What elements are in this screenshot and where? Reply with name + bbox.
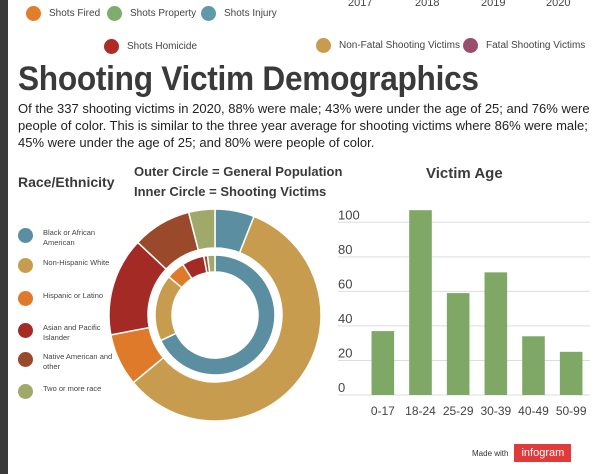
legend-dot-icon	[18, 258, 33, 273]
race-legend-item[interactable]: Non-Hispanic White	[18, 258, 113, 273]
outer-ring-slice[interactable]	[187, 208, 216, 252]
age-bar[interactable]	[484, 272, 508, 395]
legend-dot-icon	[463, 38, 478, 53]
race-donut-chart	[108, 208, 322, 422]
x-tick-label: 40-49	[518, 404, 549, 418]
summary-text: Of the 337 shooting victims in 2020, 88%…	[18, 101, 590, 150]
legend-non-fatal-victims[interactable]: Non-Fatal Shooting Victims	[316, 38, 460, 53]
race-legend-label: Hispanic or Latino	[43, 291, 104, 300]
race-legend-label: Asian and Pacific Islander	[43, 323, 101, 342]
x-tick-label: 50-99	[556, 404, 587, 418]
legend-dot-icon	[18, 384, 33, 399]
race-legend-label: Native American and other	[43, 352, 113, 371]
legend-dot-icon	[26, 6, 41, 21]
infogram-credit[interactable]: Made with infogram	[472, 444, 572, 462]
year-label: 2018	[415, 0, 440, 9]
outer-circle-note: Outer Circle = General Population	[134, 164, 343, 179]
legend-shots-homicide[interactable]: Shots Homicide	[104, 39, 197, 54]
age-bar[interactable]	[559, 351, 583, 395]
year-label: 2017	[348, 0, 373, 9]
legend-dot-icon	[18, 291, 33, 306]
race-legend-item[interactable]: Two or more race	[18, 384, 113, 399]
age-bar[interactable]	[409, 210, 432, 395]
legend-shots-fired[interactable]: Shots Fired	[26, 6, 100, 21]
legend-dot-icon	[18, 323, 33, 338]
legend-dot-icon	[201, 6, 216, 21]
age-bar[interactable]	[522, 336, 545, 395]
race-legend-item[interactable]: Asian and Pacific Islander	[18, 323, 113, 343]
x-tick-label: 30-39	[480, 404, 511, 418]
inner-ring-slice[interactable]	[206, 254, 216, 274]
legend-label: Shots Injury	[224, 8, 277, 19]
outer-ring-slice[interactable]	[132, 215, 322, 422]
y-tick-label: 100	[338, 207, 360, 222]
race-legend-item[interactable]: Native American and other	[18, 352, 113, 372]
legend-label: Fatal Shooting Victims	[486, 40, 586, 51]
legend-dot-icon	[107, 6, 122, 21]
infogram-logo: infogram	[514, 444, 572, 462]
legend-label: Shots Property	[130, 8, 197, 19]
race-legend-item[interactable]: Hispanic or Latino	[18, 291, 113, 306]
year-label: 2020	[546, 0, 571, 9]
year-axis-row: 2017 2018 2019 2020	[340, 0, 600, 10]
race-legend-label: Non-Hispanic White	[43, 258, 110, 267]
credit-text: Made with	[472, 448, 509, 458]
legend-shots-property[interactable]: Shots Property	[107, 6, 196, 21]
race-chart-title: Race/Ethnicity	[18, 174, 115, 190]
legend-dot-icon	[18, 228, 33, 243]
y-tick-label: 40	[338, 311, 352, 326]
legend-dot-icon	[316, 38, 331, 53]
race-legend-item[interactable]: Black or African American	[18, 228, 113, 248]
y-tick-label: 0	[338, 380, 345, 395]
legend-label: Shots Fired	[49, 8, 101, 19]
legend-label: Shots Homicide	[127, 41, 198, 52]
legend-fatal-victims[interactable]: Fatal Shooting Victims	[463, 38, 585, 53]
age-bar[interactable]	[446, 293, 470, 395]
legend-label: Non-Fatal Shooting Victims	[339, 40, 460, 51]
legend-shots-injury[interactable]: Shots Injury	[201, 6, 277, 21]
x-tick-label: 0-17	[371, 404, 395, 418]
x-tick-label: 18-24	[405, 404, 436, 418]
x-tick-label: 25-29	[443, 404, 474, 418]
y-tick-label: 80	[338, 242, 352, 257]
race-legend-label: Two or more race	[43, 384, 102, 393]
legend-dot-icon	[104, 39, 119, 54]
left-edge-bar	[0, 0, 8, 474]
inner-ring-slice[interactable]	[154, 275, 183, 342]
y-tick-label: 20	[338, 345, 352, 360]
legend-dot-icon	[18, 352, 33, 367]
page-title: Shooting Victim Demographics	[18, 60, 479, 98]
age-bar[interactable]	[371, 331, 395, 395]
inner-circle-note: Inner Circle = Shooting Victims	[134, 184, 327, 199]
year-label: 2019	[481, 0, 506, 9]
age-chart-title: Victim Age	[426, 165, 503, 182]
race-legend-label: Black or African American	[43, 228, 96, 247]
inner-ring-slice[interactable]	[159, 254, 276, 376]
age-bar-chart: 0 20 40 60 80 100 0-17 18-24 25-29 30-39 40-49 50-9…	[338, 207, 590, 418]
y-tick-label: 60	[338, 276, 352, 291]
